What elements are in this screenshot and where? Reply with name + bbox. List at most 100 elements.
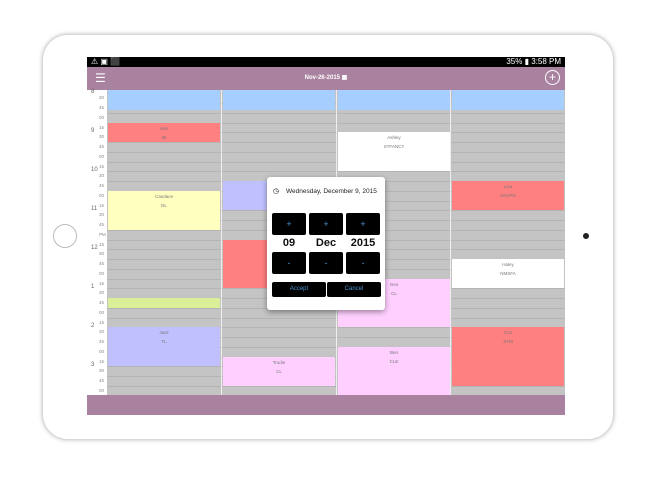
time-column: 8 30 45 9 00 15 30 45 10 00 15 30 45 11 00 15 30 45 12 PM 15… [87,89,107,407]
hour-label: 12 [91,245,98,252]
appointment-code: NMSFA [500,271,516,276]
minute-label: 15 [99,319,105,325]
minute-label: 30 [99,134,105,140]
minute-label: 45 [99,300,105,305]
minute-label: 45 [99,105,105,110]
year-spinner: + 2015 - [346,213,380,275]
appointment-code: DL [161,202,167,208]
column-divider [450,90,451,395]
year-increment-button[interactable]: + [346,213,380,235]
minute-label: 00 [99,309,105,315]
bottom-bar [87,395,565,415]
hour-label: 8 [91,89,95,96]
minute-label: 45 [99,261,105,266]
app-header: ☰ Nov-26-2015 ▦ + [87,67,565,90]
accept-button[interactable]: Accept [272,282,326,297]
month-spinner: + Dec - [309,213,343,275]
hour-label: 9 [91,128,95,135]
appointment-block[interactable]: Jack TL [108,327,220,367]
minute-label: 15 [99,280,105,286]
minute-label: 00 [99,387,105,393]
minute-label: 15 [99,124,105,130]
date-picker-dialog: ◷ Wednesday, December 9, 2015 + 09 - + D… [267,177,385,310]
appointment-name: Ann [159,125,168,131]
year-value[interactable]: 2015 [350,237,376,249]
minute-label: 45 [99,378,105,383]
appointment-code: IB [161,134,167,140]
status-bar: ⚠ ▣ ⬛ 35% ▮ 3:58 PM [87,57,565,67]
notification-icons: ⚠ ▣ ⬛ [91,57,121,66]
appointment-block[interactable]: Ann IB [108,122,220,142]
appointment-code: STFANCY [383,144,405,150]
appointment-name: Lisa [503,184,513,189]
appointment-name: Haley [502,262,514,267]
date-label: Nov-26-2015 [304,75,340,81]
minute-label: 15 [99,202,105,208]
month-increment-button[interactable]: + [309,213,343,235]
appointment-block[interactable] [108,90,220,110]
appointment-block[interactable] [452,90,564,110]
minute-label: 15 [99,241,105,247]
home-button[interactable] [53,224,77,248]
appointment-block[interactable]: Cox STM [452,327,564,386]
minute-label: 30 [99,212,105,218]
minute-label: 30 [99,368,105,374]
appointment-block[interactable]: Trudie CL [223,356,335,386]
hour-label: 11 [91,206,98,213]
appointment-block[interactable]: Haley NMSFA [452,259,564,289]
hour-label: 2 [91,323,95,330]
appointment-name: Candace [154,193,173,199]
minute-label: 45 [99,144,105,149]
clock-icon: ◷ [273,188,280,195]
year-decrement-button[interactable]: - [346,252,380,274]
day-value[interactable]: 09 [282,237,296,249]
appointment-block[interactable]: Ashley STFANCY [338,132,450,172]
appointment-block[interactable] [338,90,450,110]
appointment-name: Cox [503,330,512,336]
minute-label: 00 [99,114,105,120]
minute-label: 15 [99,163,105,169]
month-decrement-button[interactable]: - [309,252,343,274]
minute-label: 30 [99,290,105,296]
add-icon[interactable]: + [545,70,560,85]
minute-label: 30 [99,329,105,335]
appointment-name: Ben [389,349,398,355]
dialog-title: Wednesday, December 9, 2015 [286,188,377,195]
menu-icon[interactable]: ☰ [95,71,106,85]
appointment-code: STM [503,339,513,345]
appointment-block[interactable]: Candace DL [108,190,220,230]
column-divider [221,90,222,395]
minute-label: 30 [99,251,105,257]
camera [583,233,589,239]
minute-label: 00 [99,192,105,198]
minute-label: 00 [99,348,105,354]
minute-label: 30 [99,95,105,101]
minute-label: 15 [99,358,105,364]
appointment-name: Ashley [387,135,401,141]
appointment-name: Trudie [272,359,286,365]
minute-label: 45 [99,222,105,227]
day-increment-button[interactable]: + [272,213,306,235]
hour-label: 10 [91,167,98,174]
cancel-button[interactable]: Cancel [327,282,381,297]
minute-label: 45 [99,183,105,188]
appointment-block[interactable]: Lisa NAVPN [452,181,564,211]
calendar-icon: ▦ [341,75,348,81]
appointment-code: TL [161,339,167,345]
month-value[interactable]: Dec [315,237,337,249]
appointment-code: NAVPN [500,193,516,198]
minute-label: 00 [99,270,105,276]
hour-label: 1 [91,284,95,291]
day-decrement-button[interactable]: - [272,252,306,274]
appointment-name: Jack [159,330,169,336]
appointment-block[interactable] [223,90,335,110]
appointment-block[interactable] [108,298,220,308]
appointment-code: CLE [389,358,399,364]
appointment-block[interactable]: Ben CLE [338,346,450,396]
minute-label: 30 [99,173,105,179]
minute-label: PM [99,231,106,237]
status-right: 35% ▮ 3:58 PM [506,57,561,66]
header-date[interactable]: Nov-26-2015 ▦ [87,74,565,81]
appointment-code: CL [391,290,397,296]
